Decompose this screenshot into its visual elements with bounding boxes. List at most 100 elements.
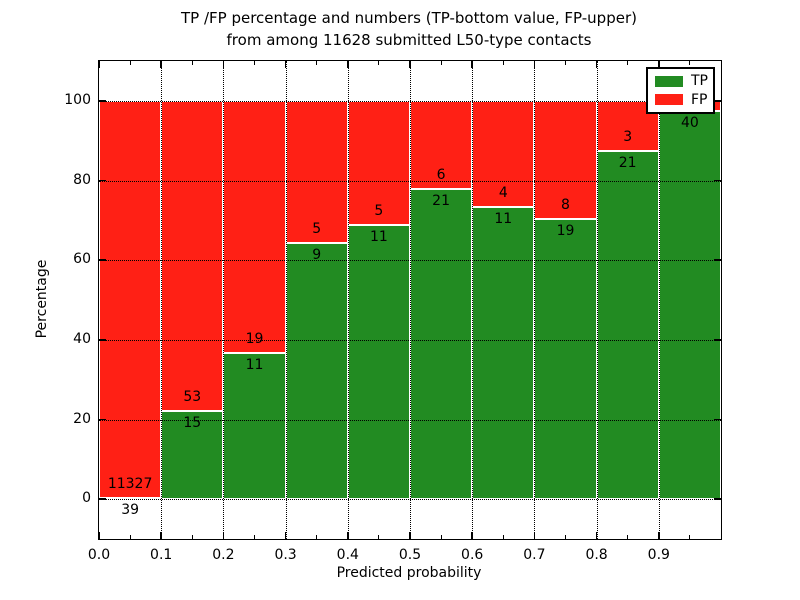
- x-tick: [98, 532, 100, 539]
- y-tick: [714, 179, 721, 182]
- x-minor-tick: [316, 535, 318, 539]
- x-minor-tick: [129, 535, 131, 539]
- fp-bar-segment: [410, 100, 473, 190]
- h-gridline: [99, 260, 721, 262]
- x-tick-label: 0.1: [150, 547, 173, 563]
- legend-fp-label: FP: [691, 91, 708, 108]
- x-tick: [658, 532, 660, 539]
- x-tick: [595, 532, 598, 539]
- x-tick: [409, 532, 411, 539]
- tp-count-label: 15: [183, 415, 202, 432]
- fp-count-label: 53: [183, 389, 202, 406]
- tp-count-label: 40: [680, 114, 699, 131]
- fp-count-label: 8: [561, 196, 570, 213]
- h-gridline: [99, 339, 721, 341]
- y-tick: [714, 498, 721, 500]
- y-axis-label: Percentage: [34, 259, 50, 339]
- y-tick: [714, 418, 721, 421]
- legend-fp-swatch: [655, 94, 683, 106]
- x-tick-label: 0.0: [87, 547, 111, 563]
- tp-count-label: 11: [494, 211, 513, 228]
- tp-count-label: 9: [312, 247, 322, 264]
- y-tick-label: 20: [73, 410, 91, 427]
- tp-bar-segment: [223, 353, 286, 500]
- x-tick-label: 0.4: [336, 547, 359, 563]
- v-gridline: [596, 61, 598, 539]
- h-gridline: [99, 180, 721, 182]
- fp-bar-segment: [534, 100, 597, 219]
- x-minor-tick: [565, 535, 566, 539]
- x-tick: [160, 532, 162, 539]
- tp-count-label: 11: [245, 357, 264, 374]
- legend-item-fp: FP: [648, 93, 713, 107]
- fp-count-label: 4: [498, 185, 508, 202]
- tp-bar-segment: [161, 411, 224, 500]
- x-minor-tick: [565, 61, 566, 65]
- x-tick-label: 0.2: [212, 547, 235, 563]
- tp-count-label: 39: [121, 501, 140, 518]
- x-minor-tick: [689, 61, 691, 65]
- x-tick: [347, 532, 349, 539]
- legend: TP FP: [646, 67, 715, 114]
- v-gridline: [223, 61, 225, 539]
- h-gridline: [99, 499, 721, 501]
- x-tick-label: 0.6: [461, 547, 484, 563]
- fp-count-label: 3: [623, 128, 633, 145]
- x-tick: [284, 532, 287, 539]
- x-tick: [160, 61, 162, 68]
- v-gridline: [534, 61, 536, 539]
- y-tick-label: 60: [73, 251, 91, 268]
- fp-count-label: 5: [374, 203, 384, 220]
- tp-count-label: 11: [369, 229, 388, 246]
- x-minor-tick: [191, 535, 193, 539]
- y-tick: [99, 418, 106, 421]
- tp-bar-segment: [472, 207, 535, 500]
- x-axis-label: Predicted probability: [336, 565, 482, 581]
- x-minor-tick: [627, 61, 629, 65]
- y-tick-label: 40: [73, 330, 91, 347]
- x-minor-tick: [502, 535, 504, 539]
- y-tick: [99, 498, 106, 500]
- tp-count-label: 21: [618, 154, 637, 171]
- fp-count-label: 11327: [107, 475, 153, 492]
- chart-title-line2: from among 11628 submitted L50-type cont…: [226, 31, 592, 49]
- x-minor-tick: [378, 535, 380, 539]
- x-tick: [98, 61, 100, 68]
- y-tick: [99, 339, 106, 341]
- x-tick: [471, 532, 473, 539]
- v-gridline: [658, 61, 660, 539]
- v-gridline: [347, 61, 349, 539]
- v-gridline: [161, 61, 163, 539]
- x-minor-tick: [502, 61, 504, 65]
- x-minor-tick: [129, 61, 131, 65]
- x-minor-tick: [440, 535, 442, 539]
- legend-tp-label: TP: [691, 73, 708, 90]
- x-minor-tick: [254, 61, 255, 65]
- x-tick-label: 0.5: [398, 547, 422, 563]
- x-minor-tick: [316, 61, 318, 65]
- fp-bar-segment: [223, 100, 286, 354]
- x-tick: [222, 532, 225, 539]
- x-minor-tick: [254, 535, 255, 539]
- y-tick: [99, 259, 106, 261]
- x-minor-tick: [689, 535, 691, 539]
- tp-count-label: 21: [432, 193, 450, 210]
- tp-bar-segment: [596, 150, 659, 500]
- chart-title-line1: TP /FP percentage and numbers (TP-bottom…: [181, 9, 637, 27]
- x-tick-label: 0.9: [647, 547, 670, 563]
- y-tick: [714, 339, 721, 341]
- tp-bar-segment: [285, 243, 348, 500]
- x-tick: [533, 61, 536, 68]
- chart-title: TP /FP percentage and numbers (TP-bottom…: [98, 7, 720, 51]
- x-minor-tick: [627, 535, 629, 539]
- tp-count-label: 19: [556, 222, 575, 239]
- fp-bar-segment: [99, 100, 162, 498]
- x-tick: [347, 61, 349, 68]
- x-tick: [284, 61, 287, 68]
- x-tick: [471, 61, 473, 68]
- y-tick-label: 0: [82, 490, 91, 507]
- x-tick: [222, 61, 225, 68]
- tp-bar-segment: [410, 189, 473, 500]
- v-gridline: [410, 61, 411, 539]
- x-tick-label: 0.8: [585, 547, 608, 563]
